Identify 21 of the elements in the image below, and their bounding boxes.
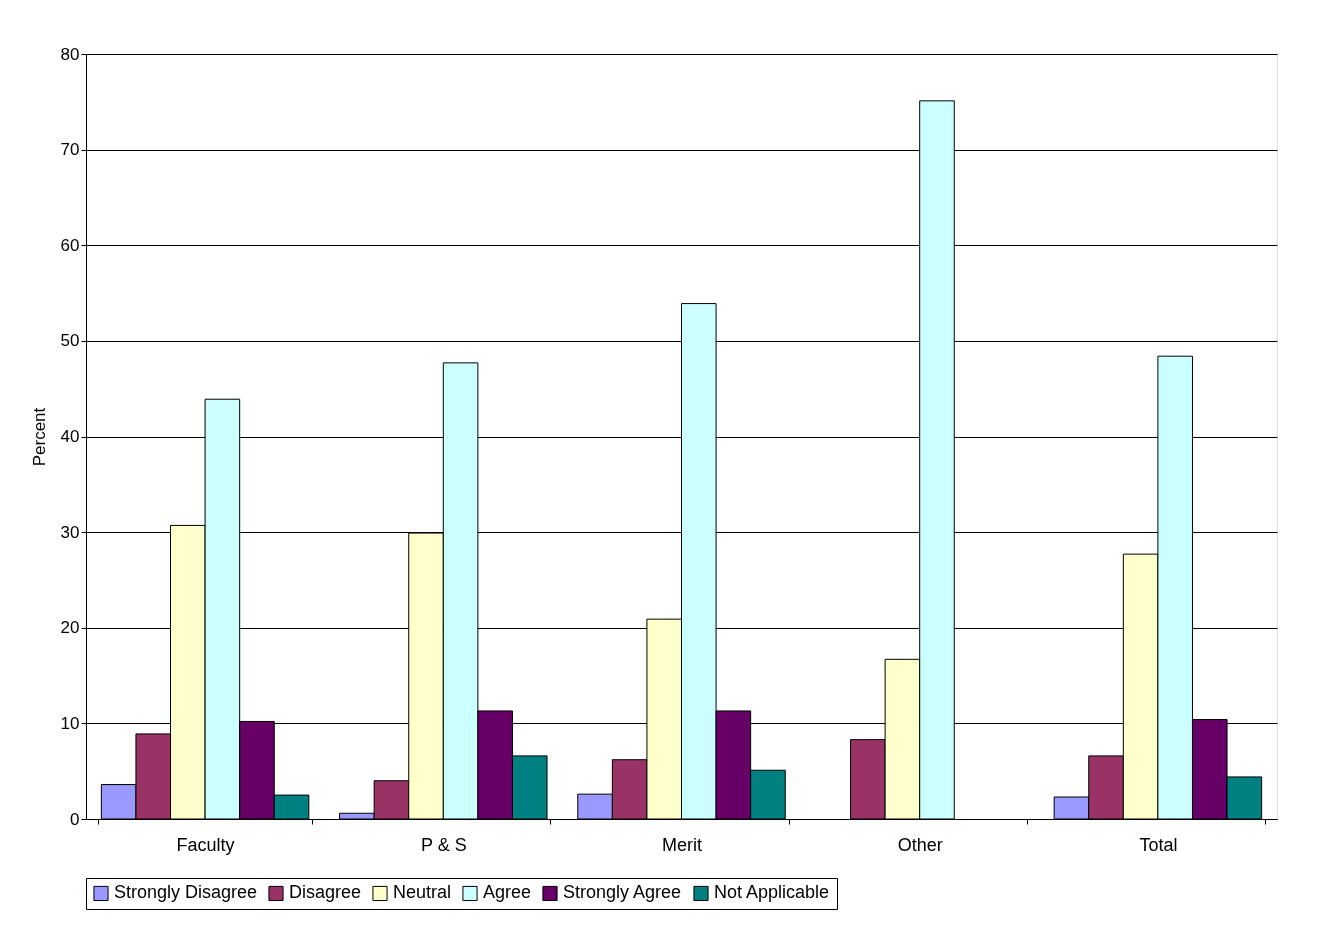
- y-tick-label: 10: [60, 713, 80, 733]
- x-tick-label: Other: [897, 834, 943, 855]
- y-tick-label: 70: [60, 140, 80, 160]
- y-tick-label: 40: [60, 427, 80, 446]
- y-tick-label: 0: [70, 809, 80, 829]
- legend-label: Strongly Disagree: [114, 882, 258, 903]
- legend-label: Not Applicable: [714, 882, 830, 903]
- y-tick-label: 60: [60, 235, 80, 255]
- legend-label: Disagree: [289, 882, 362, 903]
- y-axis-title: Percent: [29, 407, 49, 467]
- y-tick-label: 80: [60, 44, 80, 64]
- legend-label: Neutral: [393, 882, 452, 903]
- x-tick-label: P & S: [420, 834, 467, 855]
- y-tick-label: 30: [60, 522, 80, 542]
- y-tick-label: 20: [60, 618, 80, 638]
- x-tick-label: Total: [1139, 834, 1178, 855]
- legend-label: Strongly Agree: [563, 882, 682, 903]
- y-tick-label: 50: [60, 331, 80, 351]
- x-tick-label: Faculty: [176, 834, 235, 855]
- x-tick-label: Merit: [662, 834, 702, 855]
- legend-label: Agree: [483, 882, 532, 903]
